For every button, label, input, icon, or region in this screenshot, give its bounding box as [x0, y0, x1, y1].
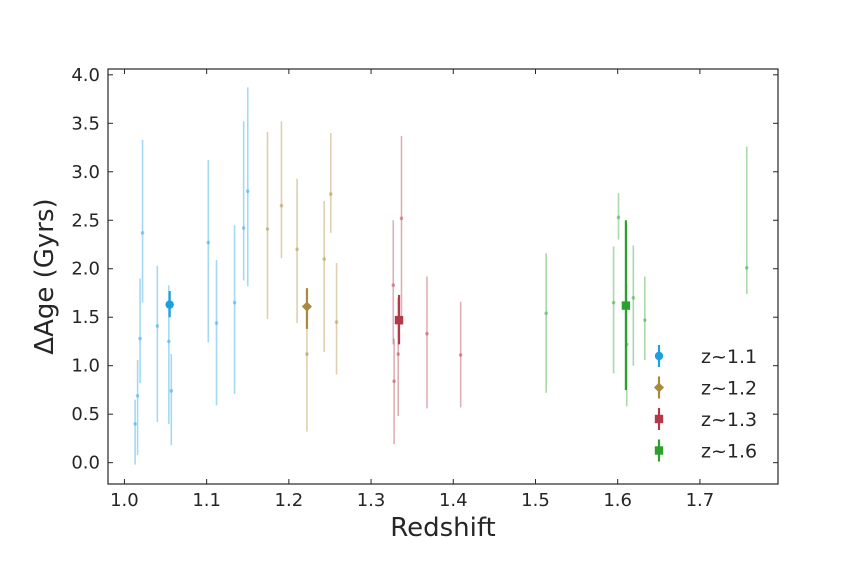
y-tick-label: 2.0 [71, 259, 100, 280]
data-point [140, 231, 145, 235]
legend-label: z~1.1 [701, 346, 757, 368]
data-point [458, 353, 463, 357]
legend-marker [654, 351, 664, 361]
data-point [305, 352, 309, 356]
data-point [138, 336, 142, 341]
data-point [544, 311, 548, 316]
legend-marker [654, 414, 664, 424]
data-point [392, 379, 396, 384]
legend-label: z~1.2 [701, 378, 757, 400]
mean-marker [165, 300, 174, 309]
data-point [643, 318, 647, 322]
x-tick-label: 1.6 [603, 490, 632, 511]
data-point [425, 331, 429, 336]
y-tick-label: 0.0 [71, 453, 100, 474]
data-point [167, 339, 171, 344]
y-tick-label: 3.0 [71, 162, 100, 183]
data-point [391, 283, 396, 288]
legend: z~1.1 z~1.2 z~1.3 z~1.6 [653, 345, 757, 463]
data-point [322, 257, 327, 261]
data-point [265, 227, 270, 231]
legend-label: z~1.3 [701, 409, 757, 431]
data-point [631, 296, 636, 300]
legend-marker [653, 382, 665, 393]
data-point [328, 192, 333, 196]
y-tick-label: 1.0 [71, 356, 100, 377]
data-points [133, 87, 749, 465]
data-point [611, 300, 616, 305]
data-point [744, 265, 749, 270]
mean-marker [394, 315, 404, 325]
x-tick-label: 1.0 [110, 490, 139, 511]
x-axis-label: Redshift [390, 513, 496, 543]
data-point [334, 320, 339, 324]
data-point [295, 247, 299, 252]
data-point [206, 240, 211, 245]
x-tick-label: 1.3 [357, 490, 386, 511]
x-tick-label: 1.4 [439, 490, 468, 511]
data-point [135, 393, 140, 398]
mean-marker [621, 301, 631, 310]
series-means [165, 220, 631, 390]
data-point [169, 389, 174, 393]
y-tick-label: 3.5 [71, 113, 100, 134]
x-tick-label: 1.2 [275, 490, 304, 511]
x-tick-label: 1.7 [686, 490, 715, 511]
mean-marker [301, 301, 312, 312]
y-tick-label: 4.0 [71, 65, 100, 86]
legend-label: z~1.6 [701, 441, 757, 463]
y-tick-label: 1.5 [71, 307, 100, 328]
x-tick-label: 1.1 [192, 490, 221, 511]
data-point [155, 324, 160, 328]
axis-ticks: 1.0 1.1 1.2 1.3 1.4 1.5 1.6 1.7 0.0 0.5 1.0 1.5 2.0 2… [71, 65, 778, 511]
data-point [245, 189, 250, 193]
x-tick-label: 1.5 [521, 490, 550, 511]
data-point [241, 226, 246, 230]
y-tick-label: 2.5 [71, 210, 100, 231]
data-point [214, 321, 219, 325]
plot-frame [107, 68, 779, 485]
y-tick-label: 0.5 [71, 404, 100, 425]
data-point [232, 300, 237, 305]
data-point [616, 215, 621, 220]
legend-marker [654, 446, 664, 455]
data-point [396, 352, 400, 356]
data-point [279, 203, 284, 208]
y-axis-label: ΔAge (Gyrs) [30, 198, 60, 354]
data-point [133, 422, 137, 426]
data-point [399, 216, 404, 221]
